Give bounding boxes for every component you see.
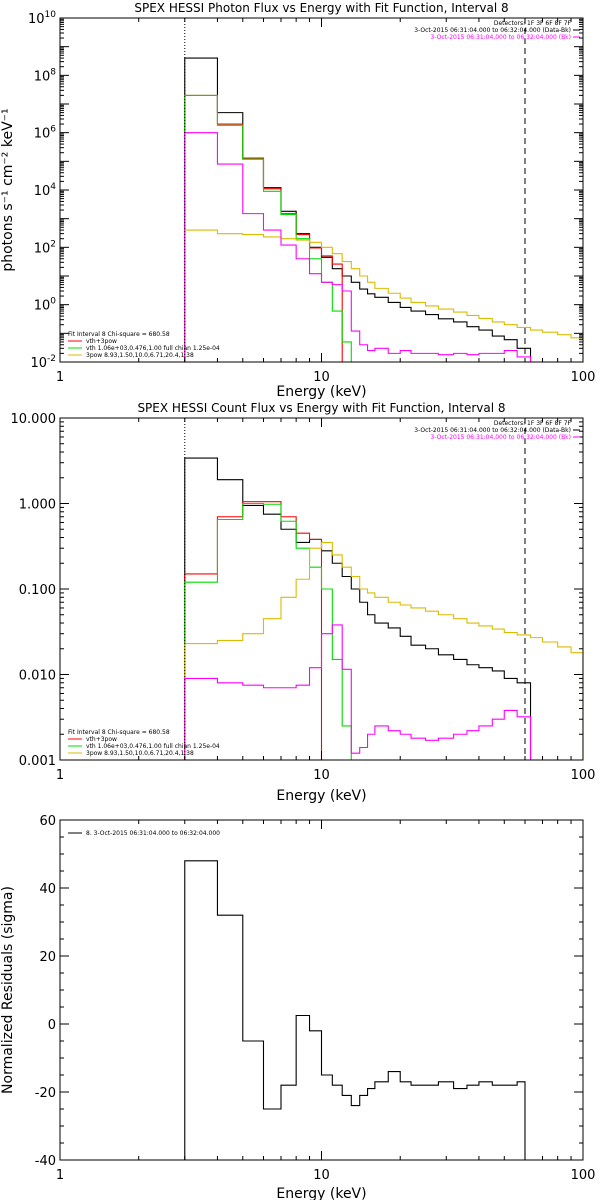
count-flux-panel: SPEX HESSI Count Flux vs Energy with Fit… — [11, 401, 596, 804]
plot-frame — [59, 819, 584, 1161]
plot-frame — [59, 17, 584, 363]
x-tick-label: 1 — [56, 1168, 64, 1183]
y-tick-label: 40 — [39, 882, 56, 897]
series-line-vth-3pow — [184, 501, 323, 760]
header-line: 3-Oct-2015 06:31:04.000 to 06:32:04.000 … — [414, 427, 571, 434]
x-axis-label: Energy (keV) — [276, 384, 366, 400]
x-tick-label: 100 — [571, 768, 596, 783]
series-group — [184, 860, 526, 1160]
y-tick-label: 60 — [39, 814, 56, 829]
y-tick-label: 1.000 — [19, 498, 56, 513]
y-tick-label: 1010 — [28, 10, 56, 27]
series-line-3pow — [184, 229, 583, 362]
chart-title: SPEX HESSI Count Flux vs Energy with Fit… — [137, 401, 505, 415]
residual-legend: 8. 3-Oct-2015 06:31:04.000 to 06:32:04.0… — [86, 830, 220, 837]
y-tick-label: 10-2 — [30, 354, 56, 371]
y-tick-label: 0 — [48, 1018, 56, 1033]
series-line-vth — [184, 94, 360, 362]
header-line: 3-Oct-2015 06:31:04.000 to 06:32:04.000 … — [431, 34, 572, 41]
fit-legend-line: vth+3pow — [86, 736, 117, 743]
chart-title: SPEX HESSI Photon Flux vs Energy with Fi… — [134, 1, 508, 15]
x-tick-label: 1 — [56, 768, 64, 783]
series-line-vth — [184, 502, 360, 760]
header-line: 3-Oct-2015 06:31:04.000 to 06:32:04.000 … — [431, 434, 572, 441]
series-line-bk — [184, 624, 532, 760]
series-group — [184, 457, 583, 760]
header-line: 3-Oct-2015 06:31:04.000 to 06:32:04.000 … — [414, 27, 571, 34]
fit-legend-line: Fit Interval 8 Chi-square = 680.58 — [68, 331, 170, 338]
y-tick-label: 0.010 — [19, 669, 56, 684]
header-line: Detectors: 1F 3F 6F 8F 7F — [494, 420, 572, 427]
x-axis-label: Energy (keV) — [276, 788, 366, 804]
y-tick-label: 102 — [34, 239, 56, 256]
y-tick-label: 10.000 — [11, 412, 57, 427]
x-tick-label: 10 — [313, 768, 330, 783]
fit-legend-line: vth 1.06e+03,0.476,1.00 full chian 1.25e… — [86, 345, 220, 352]
fit-legend-line: 3pow 8.93,1.50,10.0,6.71,20.4,1.38 — [86, 750, 194, 757]
x-tick-label: 10 — [313, 1168, 330, 1183]
x-axis-label: Energy (keV) — [276, 1186, 366, 1200]
series-line-residuals — [184, 860, 526, 1160]
y-tick-label: 104 — [34, 182, 57, 199]
fit-legend-line: vth 1.06e+03,0.476,1.00 full chian 1.25e… — [86, 743, 220, 750]
y-tick-label: 106 — [34, 125, 57, 142]
y-tick-label: -40 — [35, 1154, 56, 1169]
y-tick-label: 0.001 — [19, 754, 56, 769]
fit-legend-line: 3pow 8.93,1.50,10.0,6.71,20.4,1.38 — [86, 352, 194, 359]
series-line-data-bk — [184, 457, 532, 760]
x-tick-label: 1 — [56, 370, 64, 385]
y-tick-label: 108 — [34, 67, 57, 84]
x-tick-label: 100 — [571, 1168, 596, 1183]
header-line: Detectors: 1F 3F 6F 8F 7F — [494, 20, 572, 27]
y-axis-label: Normalized Residuals (sigma) — [0, 886, 16, 1094]
series-line-vth-3pow — [184, 94, 343, 362]
y-tick-label: 100 — [34, 297, 57, 314]
series-line-3pow — [184, 541, 583, 760]
y-tick-label: 20 — [39, 950, 56, 965]
y-tick-label: 0.100 — [19, 583, 56, 598]
series-group — [184, 57, 583, 362]
y-axis-label: photons s⁻¹ cm⁻² keV⁻¹ — [0, 108, 16, 271]
x-tick-label: 10 — [313, 370, 330, 385]
fit-legend-line: Fit Interval 8 Chi-square = 680.58 — [68, 729, 170, 736]
photon-flux-panel: SPEX HESSI Photon Flux vs Energy with Fi… — [0, 1, 595, 400]
x-tick-label: 100 — [571, 370, 596, 385]
fit-legend-line: vth+3pow — [86, 338, 117, 345]
residuals-panel: 1 10 100 Energy (keV) -40 -20 0 20 40 60 Normalize… — [0, 814, 596, 1202]
series-line-bk — [184, 132, 532, 362]
y-tick-label: -20 — [35, 1086, 56, 1101]
